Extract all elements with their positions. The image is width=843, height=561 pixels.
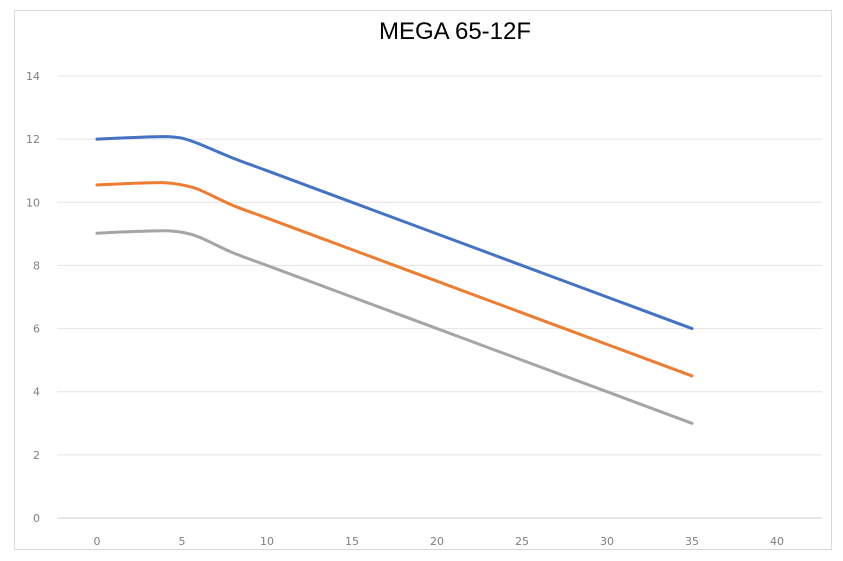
y-tick-label: 12 xyxy=(26,133,40,146)
y-tick-label: 2 xyxy=(33,449,40,462)
x-tick-label: 0 xyxy=(94,535,101,548)
x-tick-label: 40 xyxy=(770,535,784,548)
x-tick-label: 30 xyxy=(600,535,614,548)
x-tick-label: 20 xyxy=(430,535,444,548)
y-tick-label: 6 xyxy=(33,323,40,336)
x-tick-label: 5 xyxy=(179,535,186,548)
y-tick-label: 14 xyxy=(26,70,40,83)
series-line-3 xyxy=(95,229,694,425)
y-tick-label: 0 xyxy=(33,512,40,525)
chart-title: MEGA 65-12F xyxy=(378,18,532,45)
x-tick-label: 25 xyxy=(515,535,529,548)
series-layer xyxy=(95,135,694,425)
x-tick-label: 15 xyxy=(345,535,359,548)
x-tick-label: 10 xyxy=(260,535,274,548)
y-tick-label: 8 xyxy=(33,259,40,272)
tick-labels: 0 2 4 6 8 10 12 14 0 5 10 15 20 25 30 35 40 xyxy=(26,70,784,548)
y-tick-label: 10 xyxy=(26,196,40,209)
grid-layer xyxy=(57,75,822,519)
chart-frame xyxy=(14,10,832,550)
y-tick-label: 4 xyxy=(33,386,40,399)
series-line-2 xyxy=(95,181,694,378)
x-tick-label: 35 xyxy=(685,535,699,548)
series-line-1 xyxy=(95,135,694,331)
